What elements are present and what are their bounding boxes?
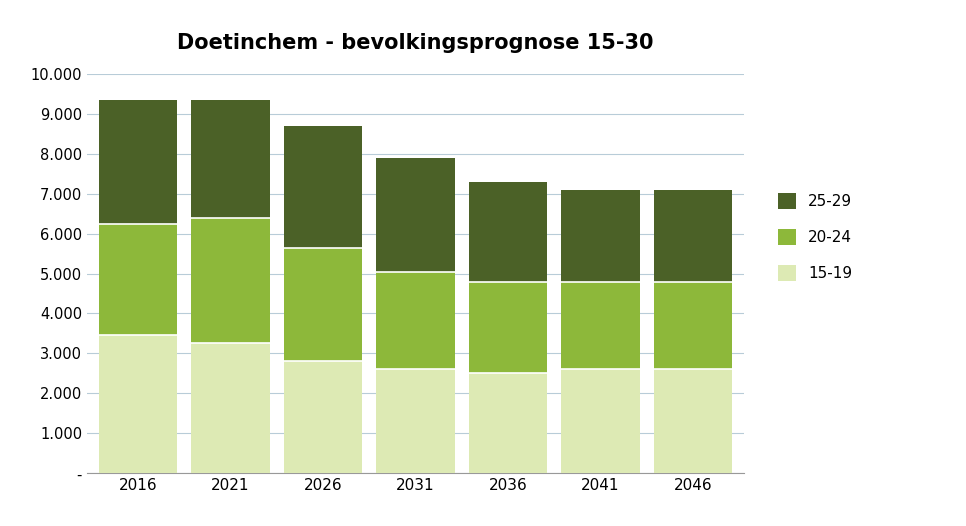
- Legend: 25-29, 20-24, 15-19: 25-29, 20-24, 15-19: [778, 193, 852, 281]
- Bar: [99, 224, 177, 336]
- Bar: [654, 189, 732, 281]
- Bar: [654, 281, 732, 369]
- Bar: [376, 369, 455, 473]
- Bar: [191, 343, 270, 473]
- Bar: [561, 281, 639, 369]
- Bar: [376, 271, 455, 369]
- Bar: [561, 369, 639, 473]
- Bar: [191, 99, 270, 218]
- Bar: [469, 281, 547, 373]
- Bar: [376, 158, 455, 271]
- Bar: [99, 336, 177, 473]
- Bar: [469, 181, 547, 281]
- Bar: [284, 361, 362, 473]
- Bar: [284, 126, 362, 248]
- Bar: [284, 248, 362, 361]
- Title: Doetinchem - bevolkingsprognose 15-30: Doetinchem - bevolkingsprognose 15-30: [177, 33, 654, 53]
- Bar: [99, 99, 177, 224]
- Bar: [654, 369, 732, 473]
- Bar: [191, 218, 270, 343]
- Bar: [469, 373, 547, 473]
- Bar: [561, 189, 639, 281]
